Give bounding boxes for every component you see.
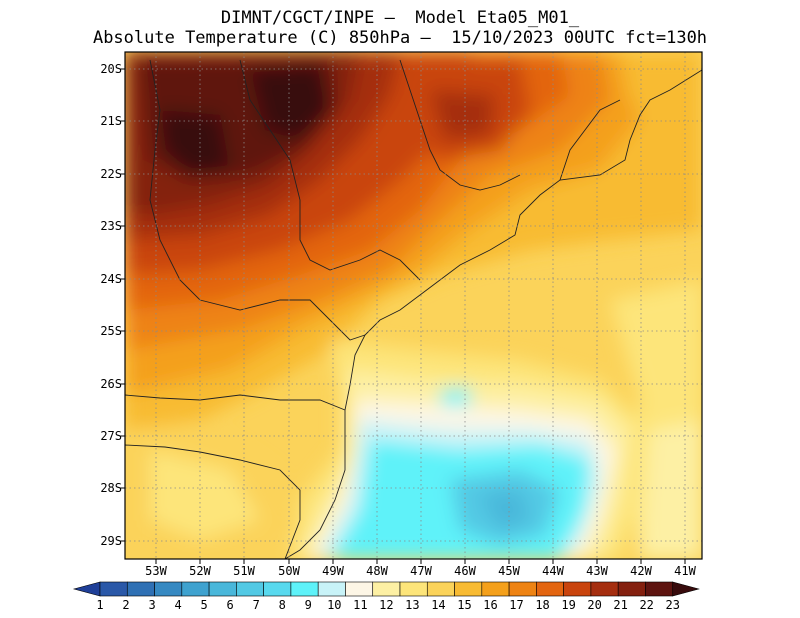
- colorbar-swatch: [481, 581, 510, 597]
- lat-label: 20S: [100, 62, 122, 76]
- lon-label: 51W: [233, 564, 255, 578]
- colorbar-swatch: [536, 581, 564, 597]
- lat-label: 22S: [100, 167, 122, 181]
- colorbar-label: 1: [96, 598, 104, 612]
- colorbar-label: 10: [327, 598, 342, 612]
- colorbar-label: 3: [148, 598, 156, 612]
- colorbar-swatch: [617, 581, 646, 597]
- colorbar-swatch: [99, 581, 128, 597]
- colorbar-label: 20: [587, 598, 602, 612]
- colorbar-swatch: [508, 581, 537, 597]
- lon-label: 41W: [674, 564, 696, 578]
- colorbar-swatch: [236, 581, 264, 597]
- lon-label: 50W: [278, 564, 300, 578]
- colorbar-label: 16: [483, 598, 498, 612]
- lon-label: 46W: [454, 564, 476, 578]
- colorbar-swatch: [372, 581, 401, 597]
- lat-label: 29S: [100, 534, 122, 548]
- colorbar-swatch: [317, 581, 346, 597]
- colorbar-label: 2: [122, 598, 130, 612]
- colorbar-label: 18: [535, 598, 550, 612]
- title-line-1: DIMNT/CGCT/INPE — Model Eta05_M01_: [220, 8, 580, 28]
- colorbar-swatch: [426, 581, 455, 597]
- colorbar-arrow-right: [672, 581, 700, 597]
- colorbar: [72, 581, 700, 597]
- colorbar-label: 17: [509, 598, 524, 612]
- colorbar-label: 19: [561, 598, 576, 612]
- colorbar-swatch: [590, 581, 619, 597]
- graticule: [125, 52, 702, 559]
- colorbar-swatch: [563, 581, 592, 597]
- colorbar-swatch: [154, 581, 183, 597]
- colorbar-swatch: [290, 581, 319, 597]
- colorbar-swatch: [263, 581, 292, 597]
- colorbar-swatch: [454, 581, 483, 597]
- lon-label: 48W: [366, 564, 388, 578]
- colorbar-swatch: [345, 581, 374, 597]
- colorbar-swatch: [208, 581, 237, 597]
- lon-label: 47W: [410, 564, 432, 578]
- lat-label: 27S: [100, 429, 122, 443]
- colorbar-swatch: [126, 581, 155, 597]
- coastline: [125, 59, 702, 559]
- lat-label: 26S: [100, 377, 122, 391]
- colorbar-label: 13: [405, 598, 420, 612]
- lon-label: 53W: [145, 564, 167, 578]
- colorbar-swatch: [181, 581, 210, 597]
- colorbar-label: 14: [431, 598, 446, 612]
- lon-label: 42W: [630, 564, 652, 578]
- colorbar-label: 4: [174, 598, 182, 612]
- lat-label: 24S: [100, 272, 122, 286]
- colorbar-swatch: [645, 581, 674, 597]
- colorbar-label: 23: [665, 598, 680, 612]
- lat-label: 21S: [100, 114, 122, 128]
- lon-label: 52W: [189, 564, 211, 578]
- colorbar-label: 7: [252, 598, 260, 612]
- colorbar-label: 9: [304, 598, 312, 612]
- colorbar-label: 12: [379, 598, 394, 612]
- lat-label: 23S: [100, 219, 122, 233]
- lon-label: 49W: [322, 564, 344, 578]
- title-line-2: Absolute Temperature (C) 850hPa — 15/10/…: [92, 28, 708, 48]
- lon-label: 45W: [498, 564, 520, 578]
- colorbar-label: 21: [613, 598, 628, 612]
- lon-label: 43W: [586, 564, 608, 578]
- colorbar-swatch: [399, 581, 428, 597]
- colorbar-label: 11: [353, 598, 368, 612]
- colorbar-label: 8: [278, 598, 286, 612]
- colorbar-arrow-left: [72, 581, 101, 597]
- lat-label: 28S: [100, 481, 122, 495]
- colorbar-label: 22: [639, 598, 654, 612]
- colorbar-label: 15: [457, 598, 472, 612]
- map-frame: [124, 51, 703, 560]
- lat-label: 25S: [100, 324, 122, 338]
- temperature-field: [125, 52, 702, 559]
- colorbar-label: 5: [200, 598, 208, 612]
- colorbar-label: 6: [226, 598, 234, 612]
- lon-label: 44W: [542, 564, 564, 578]
